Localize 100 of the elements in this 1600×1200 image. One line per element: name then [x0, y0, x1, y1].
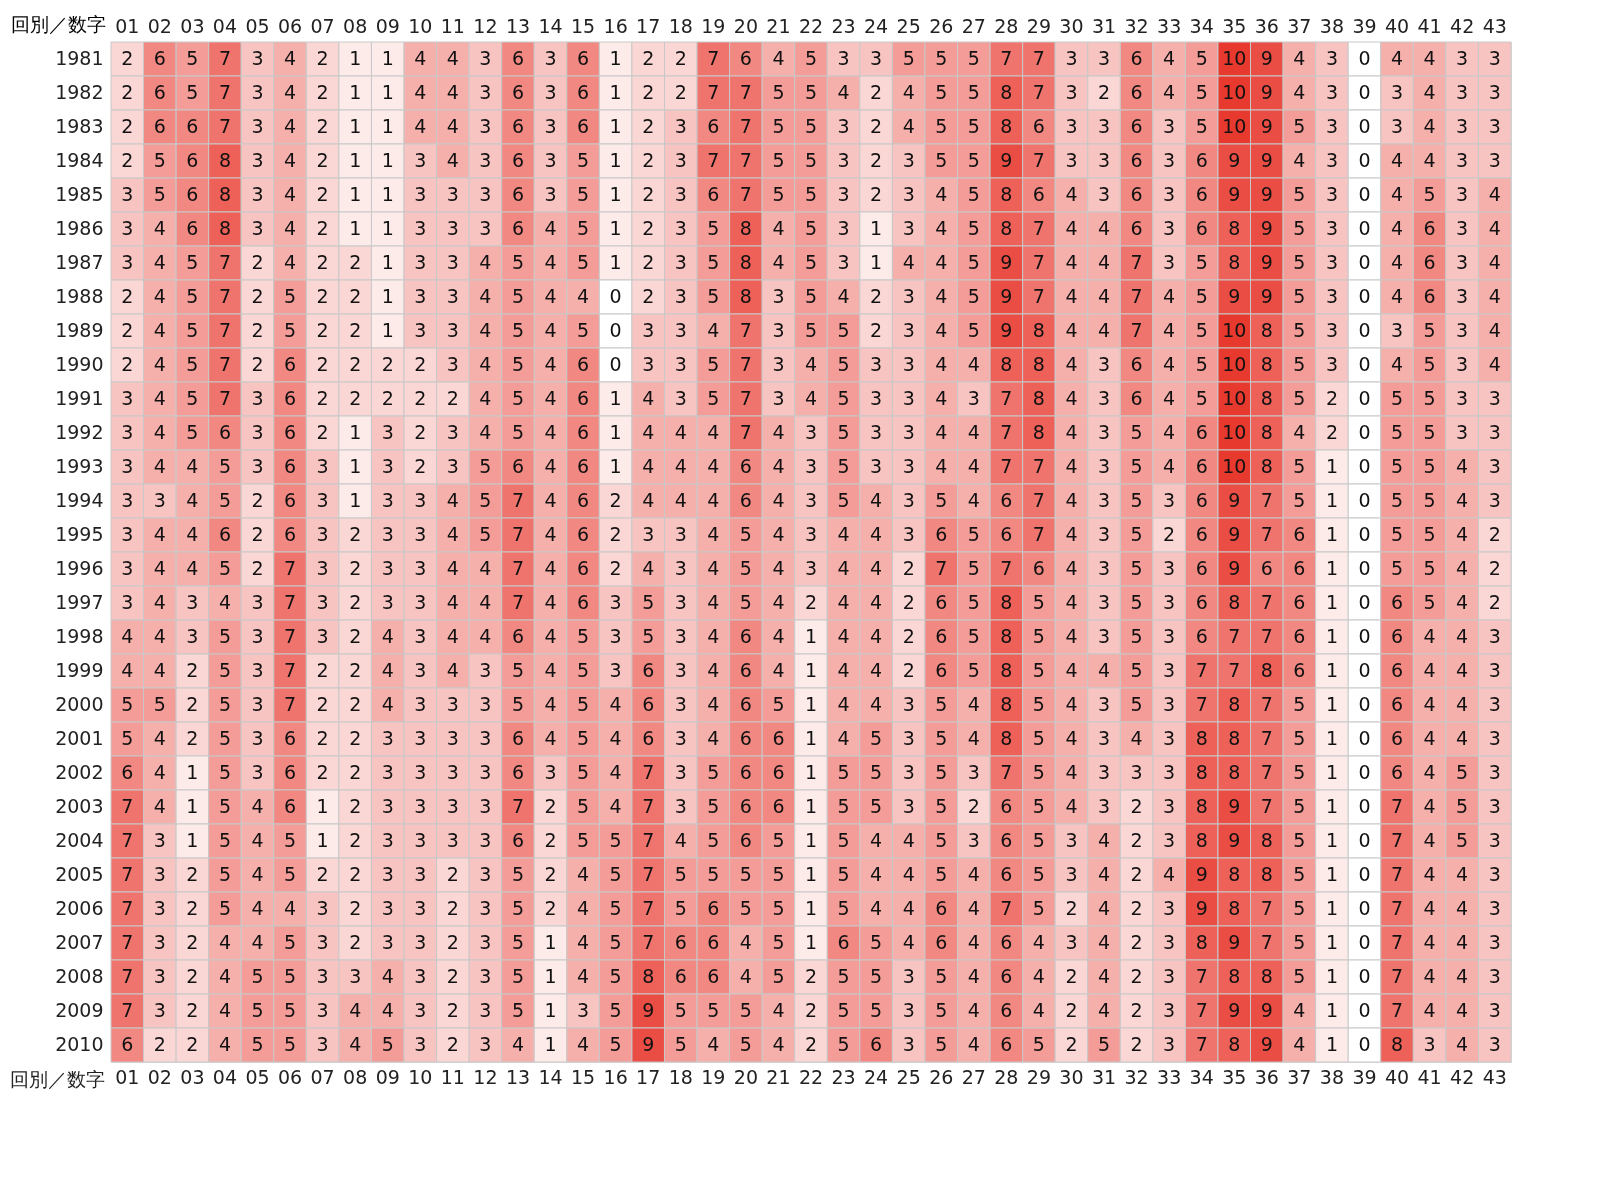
data-label: 4 — [153, 727, 166, 749]
data-label: 4 — [1456, 897, 1469, 919]
data-label: 2 — [642, 149, 655, 171]
x-tick-label: 35 — [1222, 1065, 1247, 1088]
data-label: 4 — [251, 931, 264, 953]
data-label: 4 — [1456, 727, 1469, 749]
data-label: 5 — [1195, 387, 1208, 409]
data-label: 9 — [1228, 183, 1241, 205]
data-label: 2 — [186, 897, 199, 919]
data-label: 4 — [479, 421, 492, 443]
data-label: 3 — [544, 115, 557, 137]
data-label: 3 — [381, 523, 394, 545]
data-label: 2 — [316, 217, 329, 239]
data-label: 9 — [1260, 115, 1273, 137]
x-tick-label: 09 — [375, 1065, 400, 1088]
data-label: 7 — [218, 387, 231, 409]
data-label: 5 — [739, 863, 752, 885]
data-label: 6 — [1391, 727, 1404, 749]
data-label: 5 — [935, 115, 948, 137]
data-label: 4 — [577, 863, 590, 885]
data-label: 3 — [479, 47, 492, 69]
data-label: 5 — [935, 795, 948, 817]
y-tick-label: 1990 — [55, 353, 104, 375]
data-label: 4 — [837, 557, 850, 579]
data-label: 5 — [967, 285, 980, 307]
data-label: 5 — [935, 761, 948, 783]
category-label: 33 — [1157, 14, 1182, 37]
data-label: 7 — [1391, 897, 1404, 919]
data-label: 7 — [284, 693, 297, 715]
data-label: 3 — [186, 591, 199, 613]
data-label: 3 — [414, 795, 427, 817]
data-label: 2 — [316, 421, 329, 443]
data-label: 1 — [804, 727, 818, 749]
data-label: 4 — [870, 523, 883, 545]
data-label: 1 — [381, 81, 394, 103]
data-label: 2 — [870, 183, 883, 205]
data-label: 8 — [1000, 659, 1013, 681]
data-label: 7 — [642, 897, 655, 919]
data-label: 2 — [349, 557, 362, 579]
data-label: 4 — [804, 353, 818, 375]
data-label: 6 — [739, 455, 752, 477]
data-label: 4 — [967, 965, 980, 987]
data-label: 3 — [1163, 625, 1176, 647]
data-label: 6 — [1000, 931, 1013, 953]
data-label: 6 — [577, 591, 590, 613]
data-label: 3 — [316, 625, 329, 647]
data-label: 7 — [739, 387, 752, 409]
data-label: 4 — [1456, 455, 1469, 477]
data-label: 5 — [674, 999, 687, 1021]
data-label: 10 — [1222, 319, 1247, 341]
data-label: 3 — [1488, 149, 1501, 171]
data-label: 5 — [967, 625, 980, 647]
data-label: 4 — [1391, 149, 1404, 171]
data-label: 3 — [1488, 863, 1501, 885]
data-label: 2 — [251, 285, 264, 307]
data-label: 8 — [1000, 183, 1013, 205]
data-label: 4 — [1097, 931, 1111, 953]
data-label: 2 — [446, 897, 459, 919]
data-label: 3 — [870, 353, 883, 375]
data-label: 3 — [414, 863, 427, 885]
data-label: 5 — [1032, 1033, 1045, 1055]
data-label: 3 — [1163, 727, 1176, 749]
data-label: 4 — [1065, 421, 1078, 443]
data-label: 5 — [804, 149, 818, 171]
data-label: 3 — [251, 421, 264, 443]
data-label: 0 — [1358, 761, 1371, 783]
data-label: 5 — [1032, 863, 1045, 885]
data-label: 7 — [1391, 999, 1404, 1021]
data-label: 6 — [739, 795, 752, 817]
category-label: 04 — [212, 14, 238, 37]
category-label: 11 — [440, 14, 465, 37]
data-label: 6 — [511, 761, 525, 783]
data-label: 5 — [609, 1033, 622, 1055]
data-label: 4 — [674, 489, 687, 511]
data-label: 5 — [218, 897, 231, 919]
data-label: 3 — [153, 999, 166, 1021]
x-tick-label: 25 — [896, 1065, 921, 1088]
data-label: 6 — [1195, 625, 1208, 647]
data-label: 4 — [967, 1033, 980, 1055]
data-label: 4 — [1456, 659, 1469, 681]
data-label: 2 — [251, 353, 264, 375]
x-tick-label: 23 — [831, 1065, 856, 1088]
data-label: 8 — [739, 285, 752, 307]
data-label: 4 — [544, 557, 557, 579]
data-label: 10 — [1222, 47, 1247, 69]
data-label: 3 — [251, 47, 264, 69]
data-label: 1 — [804, 897, 818, 919]
data-label: 9 — [1260, 183, 1273, 205]
data-label: 4 — [935, 353, 948, 375]
data-label: 4 — [284, 251, 297, 273]
data-label: 3 — [1325, 285, 1338, 307]
data-label: 10 — [1222, 387, 1247, 409]
data-label: 0 — [1358, 1033, 1371, 1055]
data-label: 4 — [935, 251, 948, 273]
data-label: 4 — [414, 81, 427, 103]
data-label: 3 — [414, 149, 427, 171]
data-label: 4 — [479, 387, 492, 409]
data-label: 2 — [121, 285, 134, 307]
y-tick-label: 2008 — [55, 965, 104, 987]
data-label: 1 — [544, 965, 557, 987]
